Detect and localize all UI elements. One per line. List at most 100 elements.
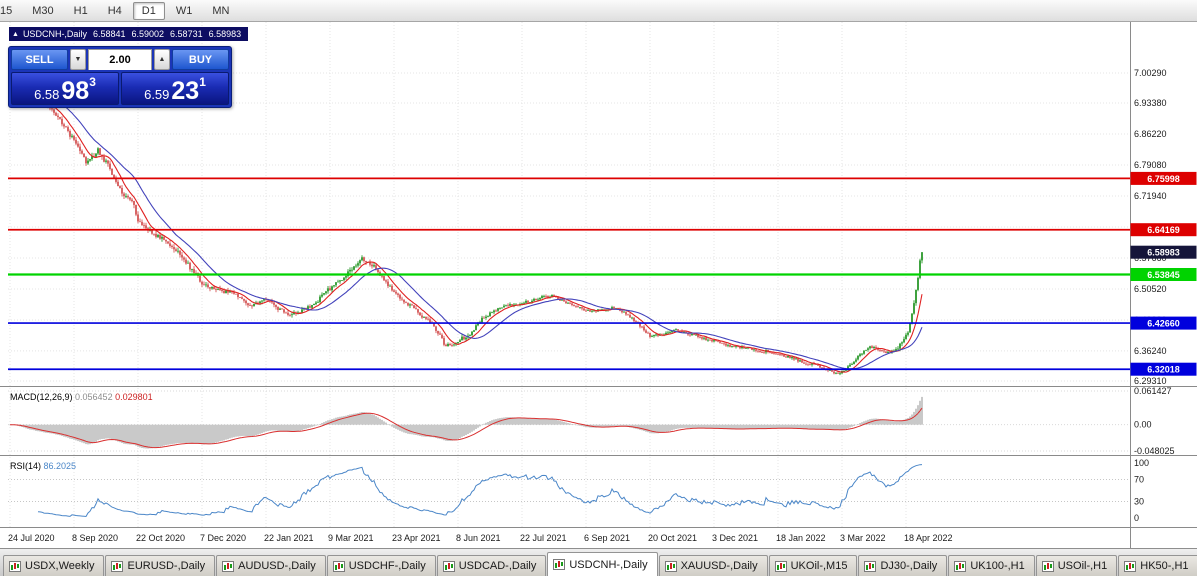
tab-usdx-weekly[interactable]: USDX,Weekly [3, 555, 104, 576]
tab-label: USDCHF-,Daily [349, 560, 426, 572]
tab-hk50-h1[interactable]: HK50-,H1 [1118, 555, 1197, 576]
tab-label: HK50-,H1 [1140, 560, 1188, 572]
svg-text:3 Dec 2021: 3 Dec 2021 [712, 533, 758, 543]
svg-text:6.29310: 6.29310 [1134, 376, 1167, 386]
current-price-badge: 6.58983 [1131, 246, 1197, 259]
tab-label: USDX,Weekly [25, 560, 94, 572]
timeframe-button-15[interactable]: 15 [0, 2, 21, 20]
tab-usdcad-daily[interactable]: USDCAD-,Daily [437, 555, 547, 576]
buy-price-sup: 1 [199, 76, 206, 88]
volume-field-wrap [88, 49, 152, 70]
sell-button[interactable]: SELL [11, 49, 68, 70]
svg-text:18 Jan 2022: 18 Jan 2022 [776, 533, 826, 543]
svg-text:100: 100 [1134, 458, 1149, 468]
macd-label: MACD(12,26,9) 0.056452 0.029801 [10, 392, 153, 402]
tab-label: AUDUSD-,Daily [238, 560, 316, 572]
price-axis-labels: 7.002906.933806.862206.790806.719406.648… [1134, 68, 1175, 523]
tab-usoil-h1[interactable]: USOil-,H1 [1036, 555, 1118, 576]
ohlc-open: 6.58841 [93, 29, 126, 39]
volume-increase-button[interactable]: ▲ [154, 49, 170, 70]
tab-audusd-daily[interactable]: AUDUSD-,Daily [216, 555, 326, 576]
timeframe-button-d1[interactable]: D1 [133, 2, 165, 20]
svg-text:22 Jan 2021: 22 Jan 2021 [264, 533, 314, 543]
tab-usdchf-daily[interactable]: USDCHF-,Daily [327, 555, 436, 576]
volume-input[interactable] [89, 51, 151, 70]
sell-price-display[interactable]: 6.58 98 3 [11, 72, 119, 105]
chart-icon [553, 559, 565, 570]
tab-uk100-h1[interactable]: UK100-,H1 [948, 555, 1034, 576]
level-price-badge: 6.75998 [1131, 172, 1197, 185]
svg-text:3 Mar 2022: 3 Mar 2022 [840, 533, 886, 543]
svg-text:30: 30 [1134, 497, 1144, 507]
timeframe-toolbar: 15M30H1H4D1W1MN [0, 0, 1197, 22]
candles [9, 76, 923, 375]
svg-text:24 Jul 2020: 24 Jul 2020 [8, 533, 55, 543]
level-price-badge: 6.42660 [1131, 317, 1197, 330]
ohlc-high: 6.59002 [132, 29, 165, 39]
ohlc-close: 6.58983 [209, 29, 242, 39]
level-price-badge: 6.53845 [1131, 268, 1197, 281]
ohlc-low: 6.58731 [170, 29, 203, 39]
chart-icon [1042, 561, 1054, 572]
ma-slow-line [50, 94, 922, 369]
tab-label: USDCAD-,Daily [459, 560, 537, 572]
buy-price-big: 23 [171, 81, 199, 102]
svg-text:7 Dec 2020: 7 Dec 2020 [200, 533, 246, 543]
tab-label: USDCNH-,Daily [569, 559, 647, 571]
svg-text:6.42660: 6.42660 [1147, 319, 1180, 329]
tab-eurusd-daily[interactable]: EURUSD-,Daily [105, 555, 215, 576]
rsi-line [38, 465, 922, 517]
chart-icon [222, 561, 234, 572]
collapse-triangle-icon: ▲ [12, 31, 19, 38]
tab-ukoil-m15[interactable]: UKOil-,M15 [769, 555, 858, 576]
svg-text:7.00290: 7.00290 [1134, 68, 1167, 78]
svg-text:6.75998: 6.75998 [1147, 174, 1180, 184]
chart-icon [1124, 561, 1136, 572]
macd-histogram [9, 397, 922, 449]
svg-text:-0.048025: -0.048025 [1134, 446, 1175, 456]
level-price-badge: 6.64169 [1131, 223, 1197, 236]
svg-text:6.71940: 6.71940 [1134, 191, 1167, 201]
svg-text:0.00: 0.00 [1134, 420, 1152, 430]
timeframe-button-h1[interactable]: H1 [65, 2, 97, 20]
svg-text:6.79080: 6.79080 [1134, 160, 1167, 170]
timeframe-button-m30[interactable]: M30 [23, 2, 62, 20]
tab-label: EURUSD-,Daily [127, 560, 205, 572]
svg-text:6.36240: 6.36240 [1134, 346, 1167, 356]
timeframe-button-w1[interactable]: W1 [167, 2, 202, 20]
chart-icon [864, 561, 876, 572]
chart-icon [9, 561, 21, 572]
svg-text:6.53845: 6.53845 [1147, 270, 1180, 280]
rsi-label: RSI(14) 86.2025 [10, 461, 76, 471]
chart-icon [443, 561, 455, 572]
sell-price-prefix: 6.58 [34, 88, 59, 101]
svg-text:70: 70 [1134, 475, 1144, 485]
timeframe-button-h4[interactable]: H4 [99, 2, 131, 20]
date-axis-labels: 24 Jul 20208 Sep 202022 Oct 20207 Dec 20… [8, 533, 953, 543]
timeframe-button-mn[interactable]: MN [203, 2, 238, 20]
tab-dj30-daily[interactable]: DJ30-,Daily [858, 555, 947, 576]
tab-xauusd-daily[interactable]: XAUUSD-,Daily [659, 555, 768, 576]
buy-price-display[interactable]: 6.59 23 1 [121, 72, 229, 105]
svg-text:6.50520: 6.50520 [1134, 284, 1167, 294]
svg-text:0.061427: 0.061427 [1134, 386, 1172, 396]
svg-text:8 Jun 2021: 8 Jun 2021 [456, 533, 501, 543]
chart-icon [954, 561, 966, 572]
svg-text:6.86220: 6.86220 [1134, 129, 1167, 139]
volume-decrease-button[interactable]: ▼ [70, 49, 86, 70]
buy-button[interactable]: BUY [172, 49, 229, 70]
svg-text:6.58983: 6.58983 [1147, 248, 1180, 258]
buy-price-prefix: 6.59 [144, 88, 169, 101]
chart-icon [333, 561, 345, 572]
svg-text:6 Sep 2021: 6 Sep 2021 [584, 533, 630, 543]
svg-text:8 Sep 2020: 8 Sep 2020 [72, 533, 118, 543]
level-price-badge: 6.32018 [1131, 363, 1197, 376]
svg-text:23 Apr 2021: 23 Apr 2021 [392, 533, 441, 543]
svg-text:18 Apr 2022: 18 Apr 2022 [904, 533, 953, 543]
svg-text:6.32018: 6.32018 [1147, 365, 1180, 375]
tab-label: USOil-,H1 [1058, 560, 1108, 572]
chart-icon [111, 561, 123, 572]
one-click-trading-panel: SELL ▼ ▲ BUY 6.58 98 3 6.59 23 1 [8, 46, 232, 108]
tab-usdcnh-daily[interactable]: USDCNH-,Daily [547, 552, 657, 576]
app: { "toolbar": { "timeframes": ["15", "M30… [0, 0, 1197, 576]
